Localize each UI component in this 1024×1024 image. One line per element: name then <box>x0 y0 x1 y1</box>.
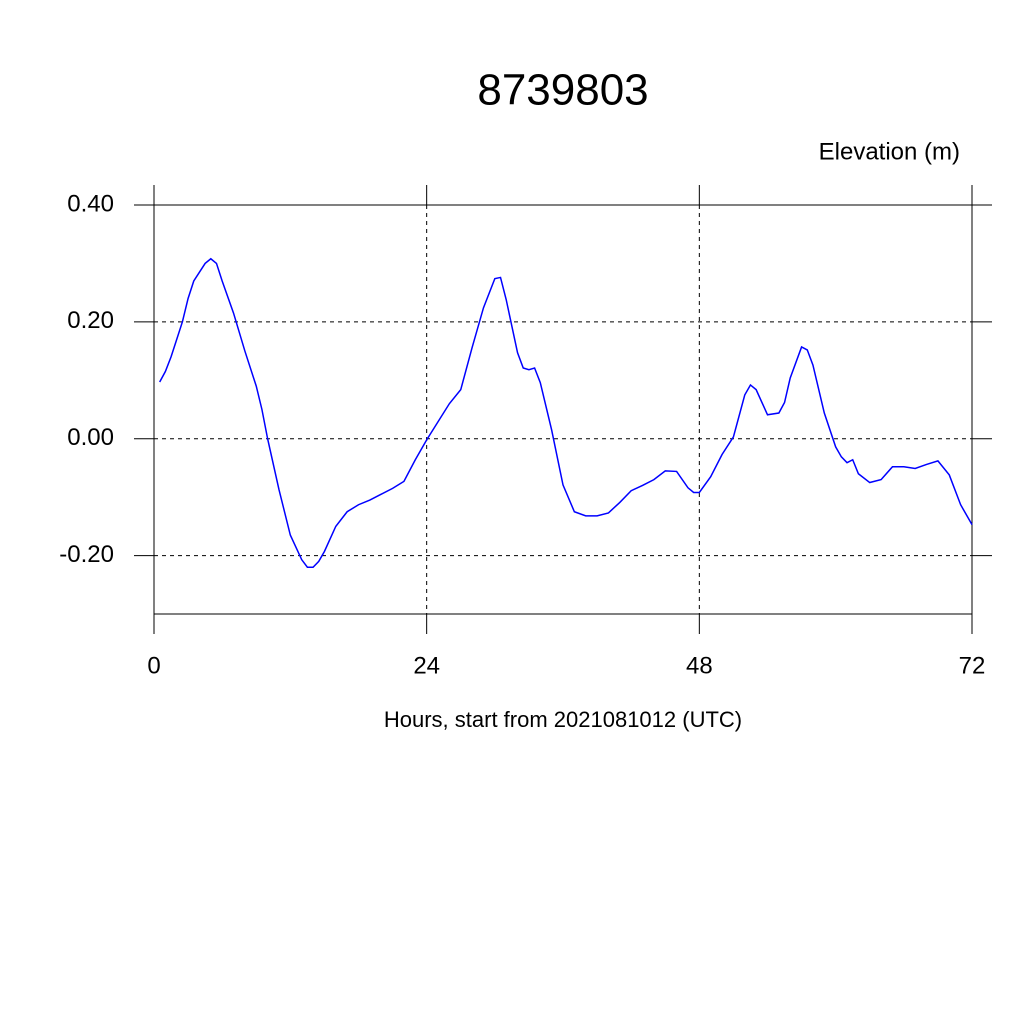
y-tick-label: 0.20 <box>67 307 114 334</box>
x-tick-label: 0 <box>147 652 160 679</box>
x-tick-label: 72 <box>959 652 986 679</box>
chart-title: 8739803 <box>477 66 648 115</box>
x-tick-label: 48 <box>686 652 713 679</box>
y-tick-label: 0.00 <box>67 424 114 451</box>
chart-subtitle: Elevation (m) <box>819 138 960 165</box>
y-tick-label: -0.20 <box>59 541 114 568</box>
plot-frame <box>153 204 973 615</box>
y-tick-label: 0.40 <box>67 190 114 217</box>
x-tick-label: 24 <box>413 652 440 679</box>
x-axis-label: Hours, start from 2021081012 (UTC) <box>384 707 742 732</box>
data-line <box>159 257 973 569</box>
